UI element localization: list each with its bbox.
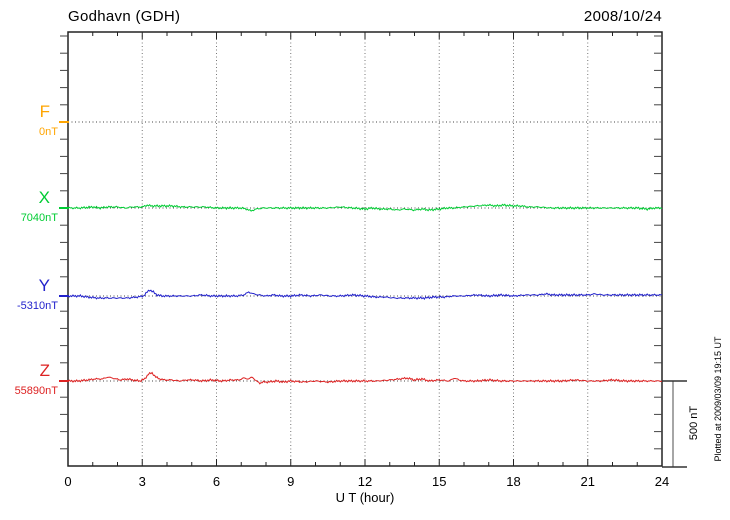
x-tick-label: 18 (506, 474, 521, 489)
x-tick-label: 24 (654, 474, 670, 489)
series-baseline-value-Z: 55890nT (14, 385, 58, 397)
x-tick-label: 3 (138, 474, 146, 489)
x-tick-label: 15 (432, 474, 447, 489)
series-letter-Z: Z (39, 361, 50, 380)
x-tick-label: 0 (64, 474, 72, 489)
scale-bar-label: 500 nT (688, 405, 700, 441)
x-tick-label: 6 (212, 474, 221, 489)
series-baseline-value-X: 7040nT (20, 212, 58, 224)
x-tick-label: 21 (580, 474, 595, 489)
series-letter-Y: Y (38, 276, 50, 295)
x-tick-label: 9 (287, 474, 295, 489)
page-title: Godhavn (GDH) (68, 8, 181, 25)
series-baseline-value-Y: -5310nT (17, 300, 58, 312)
x-axis-title: U T (hour) (335, 490, 395, 505)
x-tick-label: 12 (357, 474, 373, 489)
series-letter-X: X (38, 188, 50, 207)
series-baseline-value-F: 0nT (39, 126, 58, 138)
series-letter-F: F (39, 102, 50, 121)
plotted-at-note: Plotted at 2009/03/09 19:15 UT (713, 336, 723, 462)
trace-Z (67, 371, 663, 385)
trace-X (67, 203, 663, 212)
trace-Y (67, 289, 663, 300)
date-label: 2008/10/24 (583, 8, 662, 25)
